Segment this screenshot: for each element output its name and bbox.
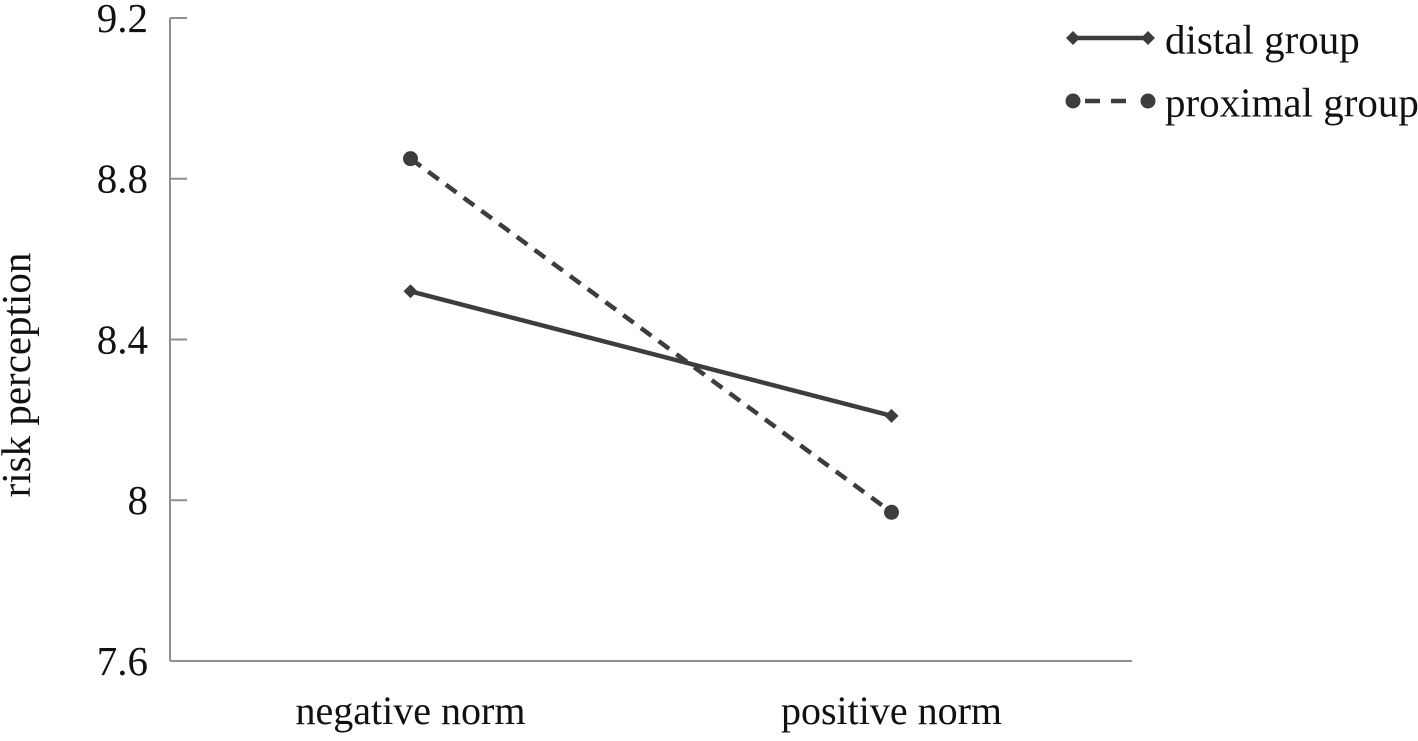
y-axis-title: risk perception	[0, 253, 39, 498]
legend-item-proximal-group: proximal group	[1065, 80, 1418, 126]
circle-marker	[1140, 93, 1156, 109]
data-series	[403, 151, 899, 520]
x-category-label: negative norm	[296, 688, 526, 733]
x-axis-category-labels: negative norm positive norm	[296, 688, 1003, 733]
series-line	[409, 156, 893, 515]
legend: distal group proximal group	[1065, 17, 1418, 126]
y-axis-tick-labels: 7.6 8 8.4 8.8 9.2	[97, 0, 148, 684]
y-tick-label: 8.4	[97, 316, 148, 362]
series-distal-group	[403, 284, 899, 423]
y-tick-label: 8	[128, 477, 149, 523]
legend-label: distal group	[1165, 17, 1360, 63]
y-tick-label: 7.6	[97, 638, 148, 684]
circle-marker	[403, 151, 418, 167]
diamond-marker	[1141, 31, 1155, 45]
diamond-marker	[1066, 31, 1080, 45]
circle-marker	[884, 504, 899, 520]
series-proximal-group	[403, 151, 899, 520]
circle-marker	[1065, 93, 1081, 109]
axes	[169, 18, 1132, 662]
y-tick-label: 9.2	[97, 0, 148, 41]
x-category-label: positive norm	[781, 688, 1002, 733]
legend-item-distal-group: distal group	[1066, 17, 1360, 63]
y-tick-label: 8.8	[97, 156, 148, 202]
y-axis-ticks	[170, 17, 187, 662]
legend-label: proximal group	[1165, 80, 1418, 126]
diamond-marker	[884, 408, 899, 423]
series-line	[409, 289, 893, 419]
diamond-marker	[403, 284, 418, 299]
